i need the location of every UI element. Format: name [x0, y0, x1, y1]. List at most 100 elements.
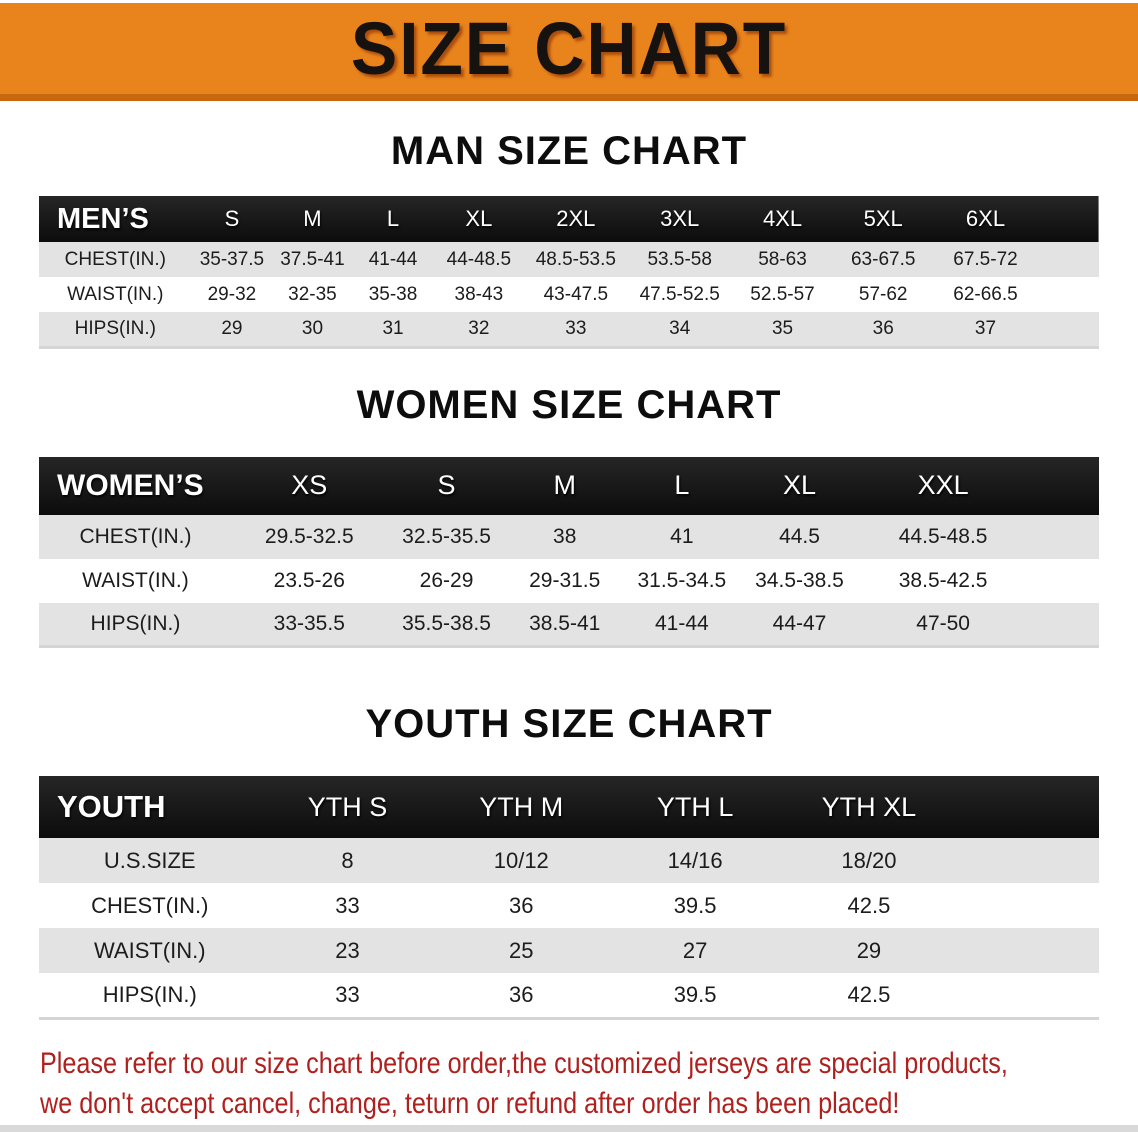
cell: 37.5-41	[280, 248, 345, 270]
cell: 30	[301, 317, 324, 339]
women-col-header: L	[674, 470, 690, 500]
cell: 57-62	[858, 283, 908, 305]
cell: 36	[509, 981, 534, 1007]
cell: 47.5-52.5	[639, 283, 720, 305]
women-chest-row: CHEST(IN.) 29.5-32.5 32.5-35.5 38 41 44.…	[39, 514, 1099, 559]
men-col-header: S	[224, 206, 240, 231]
cell: 34	[669, 317, 691, 339]
cell: 29.5-32.5	[264, 524, 354, 548]
men-col-header: 5XL	[863, 206, 903, 231]
cell: 38.5-42.5	[898, 568, 988, 592]
cell: 35	[771, 317, 794, 339]
men-col-header: 4XL	[762, 206, 803, 231]
men-waist-row: WAIST(IN.) 29-32 32-35 35-38 38-43 43-47…	[39, 277, 1099, 312]
spacer-cell	[1028, 457, 1099, 515]
youth-col-header: YTH S	[307, 791, 388, 822]
cell: 41	[670, 524, 694, 548]
cell: 39.5	[673, 892, 717, 918]
cell: 39.5	[673, 981, 717, 1007]
cell: 63-67.5	[850, 248, 916, 270]
spacer-cell	[1037, 312, 1099, 347]
cell: 31	[382, 317, 404, 339]
men-chest-row: CHEST(IN.) 35-37.5 37.5-41 41-44 44-48.5…	[39, 242, 1099, 277]
cell: 52.5-57	[750, 283, 815, 305]
cell: 29	[221, 317, 243, 339]
cell: 48.5-53.5	[535, 248, 616, 270]
cell: 27	[682, 937, 708, 963]
spacer-cell	[1037, 196, 1099, 242]
women-col-header: XXL	[917, 470, 969, 500]
banner-title: SIZE CHART	[350, 7, 788, 90]
women-col-header: M	[553, 470, 576, 500]
cell: 33	[565, 317, 587, 339]
youth-col-header: YTH L	[656, 791, 734, 822]
cell: 32	[468, 317, 490, 339]
cell: 33	[335, 981, 360, 1007]
cell: 38	[553, 524, 577, 548]
women-size-table: WOMEN’S XS S M L XL XXL CHEST(IN.) 29.5-…	[39, 456, 1099, 648]
row-label: CHEST(IN.)	[91, 892, 209, 918]
cell: 37	[974, 317, 997, 339]
cell: 10/12	[493, 847, 549, 873]
youth-col-header: YTH XL	[821, 791, 917, 822]
order-policy-note: Please refer to our size chart before or…	[40, 1044, 1138, 1124]
women-waist-row: WAIST(IN.) 23.5-26 26-29 29-31.5 31.5-34…	[39, 558, 1099, 603]
men-col-header: M	[303, 206, 322, 231]
spacer-cell	[1037, 242, 1099, 277]
cell: 26-29	[419, 568, 474, 592]
cell: 29-32	[207, 283, 257, 305]
cell: 35-37.5	[199, 248, 265, 270]
cell: 41-44	[368, 248, 418, 270]
row-label: U.S.SIZE	[103, 847, 196, 873]
women-col-header: S	[437, 470, 456, 500]
cell: 33	[335, 892, 360, 918]
row-label: HIPS(IN.)	[74, 317, 156, 339]
men-section-heading: MAN SIZE CHART	[390, 129, 748, 173]
women-corner-label: WOMEN’S	[57, 468, 204, 502]
youth-section-heading: YOUTH SIZE CHART	[365, 702, 773, 746]
cell: 44-47	[772, 611, 827, 635]
youth-hips-row: HIPS(IN.) 33 36 39.5 42.5	[39, 973, 1099, 1018]
cell: 35-38	[368, 283, 418, 305]
men-col-header: XL	[465, 206, 493, 231]
youth-size-table: YOUTH YTH S YTH M YTH L YTH XL U.S.SIZE …	[39, 776, 1099, 1020]
row-label: CHEST(IN.)	[64, 248, 166, 270]
cell: 44.5	[779, 524, 820, 548]
cell: 36	[509, 892, 534, 918]
spacer-cell	[1028, 515, 1099, 559]
cell: 38-43	[454, 283, 504, 305]
cell: 41-44	[654, 611, 709, 635]
cell: 34.5-38.5	[755, 568, 844, 592]
cell: 62-66.5	[953, 283, 1018, 305]
row-label: HIPS(IN.)	[90, 611, 181, 635]
women-hips-row: HIPS(IN.) 33-35.5 35.5-38.5 38.5-41 41-4…	[39, 602, 1099, 647]
cell: 47-50	[916, 611, 970, 635]
spacer-cell	[1028, 559, 1099, 603]
spacer-cell	[956, 883, 1099, 928]
cell: 23.5-26	[273, 568, 345, 592]
youth-corner-label: YOUTH	[57, 789, 166, 824]
order-policy-line-2: we don't accept cancel, change, teturn o…	[40, 1086, 900, 1120]
row-label: CHEST(IN.)	[79, 524, 192, 548]
bottom-edge-strip	[0, 1125, 1138, 1132]
spacer-cell	[956, 973, 1099, 1018]
cell: 58-63	[758, 248, 807, 270]
cell: 43-47.5	[543, 283, 609, 305]
row-label: WAIST(IN.)	[93, 937, 206, 963]
cell: 44.5-48.5	[898, 524, 988, 548]
row-label: WAIST(IN.)	[67, 283, 164, 305]
spacer-cell	[956, 776, 1099, 838]
youth-ussize-row: U.S.SIZE 8 10/12 14/16 18/20	[39, 838, 1099, 883]
men-col-header: 2XL	[556, 206, 596, 231]
women-col-header: XS	[291, 470, 328, 500]
cell: 23	[335, 937, 360, 963]
cell: 31.5-34.5	[637, 568, 727, 592]
spacer-cell	[1028, 603, 1099, 647]
order-policy-line-1: Please refer to our size chart before or…	[40, 1046, 1008, 1080]
cell: 67.5-72	[953, 248, 1018, 270]
women-header-row: WOMEN’S XS S M L XL XXL	[39, 456, 1099, 515]
cell: 32-35	[288, 283, 337, 305]
banner: SIZE CHART	[0, 3, 1138, 101]
men-hips-row: HIPS(IN.) 29 30 31 32 33 34 35 36 37	[39, 312, 1099, 347]
